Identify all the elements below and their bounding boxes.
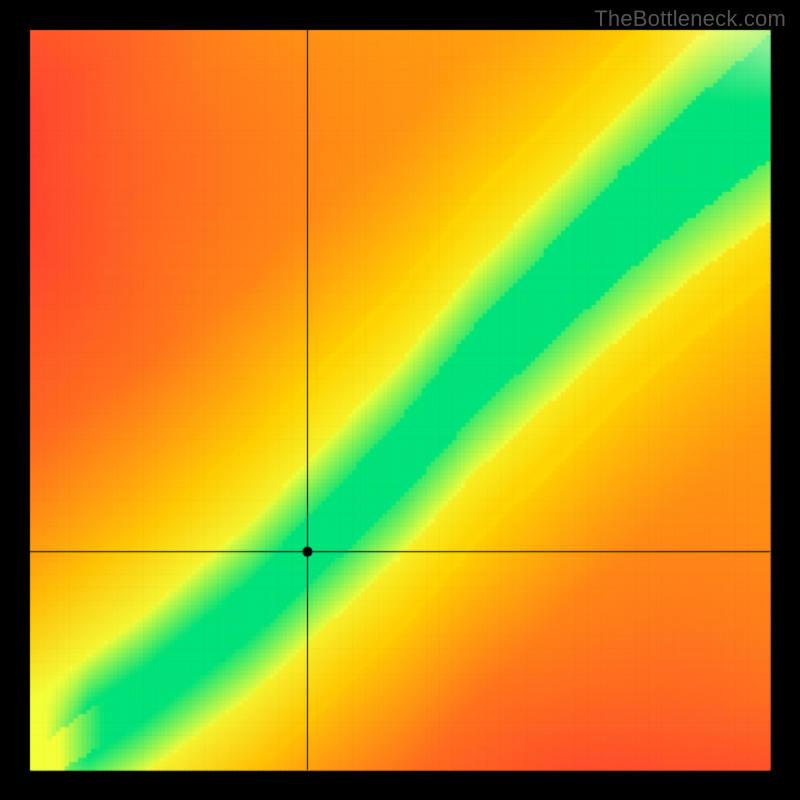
- watermark-text: TheBottleneck.com: [594, 6, 786, 32]
- chart-container: TheBottleneck.com: [0, 0, 800, 800]
- bottleneck-heatmap: [0, 0, 800, 800]
